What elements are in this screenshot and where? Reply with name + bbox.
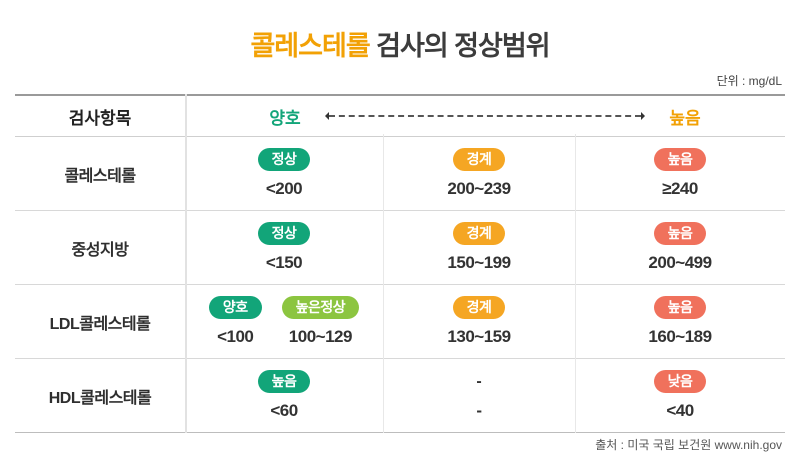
range-item: 높음 160~189 (648, 296, 712, 347)
range-value: 130~159 (447, 327, 511, 346)
range-value: <150 (265, 253, 303, 272)
range-item: 높음 200~499 (648, 222, 712, 273)
page-title-rest: 검사의 정상범위 (369, 31, 550, 61)
row-label: HDL콜레스테롤 (48, 389, 152, 407)
range-item: 낮음 <40 (653, 370, 707, 421)
range-value: <100 (217, 327, 254, 346)
range-cell: 양호 <100 높은정상 100~129 (185, 296, 383, 347)
header-range: 양호 높음 (185, 96, 785, 136)
table-row: HDL콜레스테롤 높음 <60- - 낮음 <40 (15, 359, 785, 433)
range-item: 경계 150~199 (447, 222, 511, 273)
range-cell: 정상 <200 (185, 148, 383, 199)
status-badge: 높음 (653, 222, 707, 245)
range-value: 160~189 (648, 327, 712, 346)
source-label: 출처 : 미국 국립 보건원 www.nih.gov (595, 438, 782, 452)
table-row: 콜레스테롤 정상 <200 경계 200~239 높음 ≥240 (15, 137, 785, 211)
status-badge: 높음 (257, 370, 311, 393)
status-badge: 경계 (452, 296, 506, 319)
range-item: 경계 200~239 (447, 148, 511, 199)
status-badge: 높은정상 (281, 296, 360, 319)
range-item: 정상 <150 (257, 222, 311, 273)
status-badge: 정상 (257, 222, 311, 245)
range-value: <60 (270, 401, 298, 420)
range-item: 높음 ≥240 (653, 148, 707, 199)
status-badge: 높음 (653, 296, 707, 319)
range-item: 높은정상 100~129 (281, 296, 360, 347)
range-arrow-icon (325, 112, 645, 120)
range-cell: 경계 150~199 (383, 222, 575, 273)
status-badge: 경계 (452, 222, 506, 245)
status-badge: 낮음 (653, 370, 707, 393)
status-badge: 높음 (653, 148, 707, 171)
range-cell: 경계 200~239 (383, 148, 575, 199)
range-cell: 높음 <60 (185, 370, 383, 421)
range-value: 200~499 (648, 253, 712, 272)
row-label: LDL콜레스테롤 (49, 315, 151, 333)
table-header-row: 검사항목 양호 높음 (15, 94, 785, 137)
range-value: 200~239 (447, 179, 511, 198)
range-cell: 높음 200~499 (575, 222, 785, 273)
range-value: ≥240 (662, 179, 698, 198)
page-title: 콜레스테롤 검사의 정상범위 (0, 24, 800, 63)
table-row: LDL콜레스테롤 양호 <100 높은정상 100~129 경계 130~159 높음 160~… (15, 285, 785, 359)
range-cell: 낮음 <40 (575, 370, 785, 421)
range-cell: 정상 <150 (185, 222, 383, 273)
row-label: 콜레스테롤 (64, 167, 136, 185)
empty-indicator: - (476, 373, 482, 390)
range-value: 150~199 (447, 253, 511, 272)
range-value: 100~129 (288, 327, 353, 346)
range-item: 높음 <60 (257, 370, 311, 421)
page-title-accent: 콜레스테롤 (250, 31, 370, 61)
range-value: <40 (666, 401, 694, 420)
range-item: 정상 <200 (257, 148, 311, 199)
header-high-label: 높음 (669, 108, 701, 128)
unit-label: 단위 : mg/dL (716, 74, 782, 88)
range-cell: 높음 160~189 (575, 296, 785, 347)
header-test-item: 검사항목 (68, 108, 132, 128)
cholesterol-range-table: 검사항목 양호 높음 콜레스테롤 정상 <200 경계 200~239 높음 ≥240 중성지… (15, 94, 785, 433)
range-item: 양호 <100 (208, 296, 262, 347)
column-divider-main (185, 94, 187, 433)
status-badge: 양호 (208, 296, 262, 319)
range-value: - (476, 401, 482, 420)
table-body: 콜레스테롤 정상 <200 경계 200~239 높음 ≥240 중성지방 정상 <150 경계 15… (15, 137, 785, 433)
column-divider-1 (383, 134, 384, 433)
status-badge: 경계 (452, 148, 506, 171)
status-badge: 정상 (257, 148, 311, 171)
table-row: 중성지방 정상 <150 경계 150~199 높음 200~499 (15, 211, 785, 285)
range-cell: 높음 ≥240 (575, 148, 785, 199)
column-divider-2 (575, 134, 576, 433)
range-item: -- (476, 370, 482, 421)
range-cell: 경계 130~159 (383, 296, 575, 347)
range-cell: -- (383, 370, 575, 421)
row-label: 중성지방 (71, 241, 129, 259)
header-good-label: 양호 (269, 108, 301, 128)
range-value: <200 (265, 179, 303, 198)
range-item: 경계 130~159 (447, 296, 511, 347)
